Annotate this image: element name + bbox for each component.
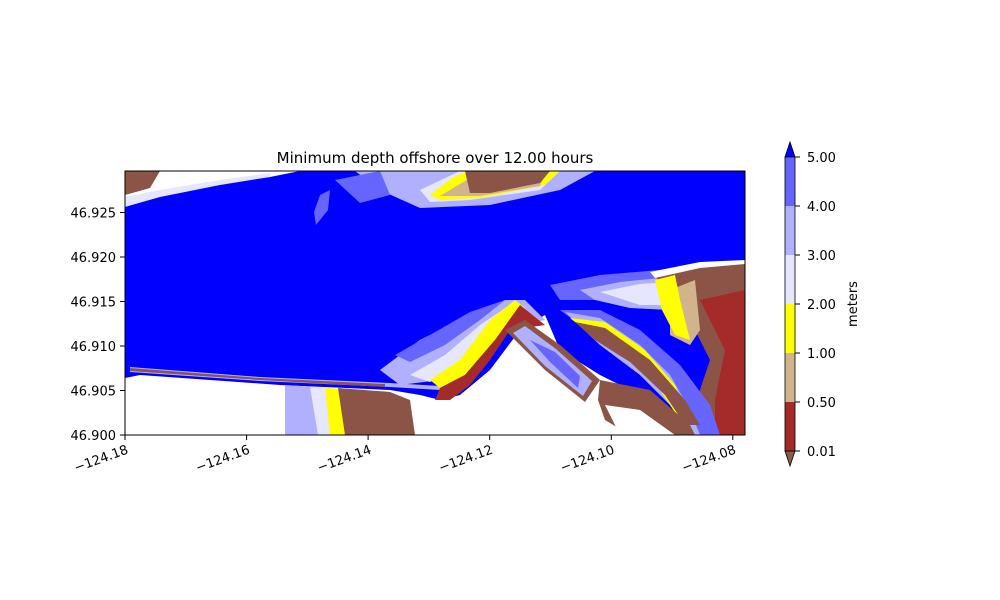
y-tick-label: 46.905 xyxy=(71,385,117,400)
colorbar-band xyxy=(785,402,795,451)
east-spit-band6 xyxy=(560,310,720,435)
north-shore-land xyxy=(125,171,300,205)
colorbar-band xyxy=(785,353,795,402)
colorbar-tick-label: 1.00 xyxy=(807,347,836,362)
north-spit-band6 xyxy=(335,171,390,203)
colorbar-band xyxy=(785,304,795,353)
colorbar-label: meters xyxy=(846,281,861,327)
colorbar: 5.00 4.00 3.00 2.00 1.00 0.50 0.01 meter… xyxy=(784,140,861,468)
north-shore-fringe xyxy=(125,173,270,207)
south-brown xyxy=(338,388,415,435)
east-spit-brown xyxy=(575,322,700,425)
y-tick-label: 46.910 xyxy=(71,340,117,355)
south-spit-brown xyxy=(130,368,385,387)
colorbar-tick-label: 4.00 xyxy=(807,200,836,215)
north-spit-brown xyxy=(465,171,550,193)
colorbar-tick-label: 2.00 xyxy=(807,298,836,313)
colorbar-band xyxy=(785,255,795,304)
y-axis: 46.900 46.905 46.910 46.915 46.920 46.92… xyxy=(71,207,125,444)
east-land-white-edge xyxy=(650,260,745,278)
colorbar-band xyxy=(785,206,795,255)
east-land-yellow xyxy=(655,275,690,340)
y-tick-label: 46.925 xyxy=(71,207,117,222)
channel-bank-yellow xyxy=(430,300,525,388)
colorbar-tick-label: 3.00 xyxy=(807,249,836,264)
chart-title: Minimum depth offshore over 12.00 hours xyxy=(277,149,594,167)
y-tick-label: 46.920 xyxy=(71,251,117,266)
colorbar-tick-label: 0.01 xyxy=(807,445,836,460)
east-spit-band5 xyxy=(565,312,700,435)
y-tick-label: 46.915 xyxy=(71,296,117,311)
colorbar-tick-label: 5.00 xyxy=(807,151,836,166)
east-land-red xyxy=(700,290,745,435)
plot-frame xyxy=(124,170,746,436)
inner-triangle-channel xyxy=(530,340,580,388)
east-lower-white xyxy=(605,405,675,435)
y-tick-label: 46.900 xyxy=(71,429,117,444)
map-area xyxy=(125,171,745,435)
channel-bank-band6 xyxy=(395,300,505,362)
small-islet xyxy=(314,190,330,225)
colorbar-band xyxy=(785,157,795,206)
north-shore-brown xyxy=(125,171,160,195)
colorbar-tick-label: 0.50 xyxy=(807,396,836,411)
